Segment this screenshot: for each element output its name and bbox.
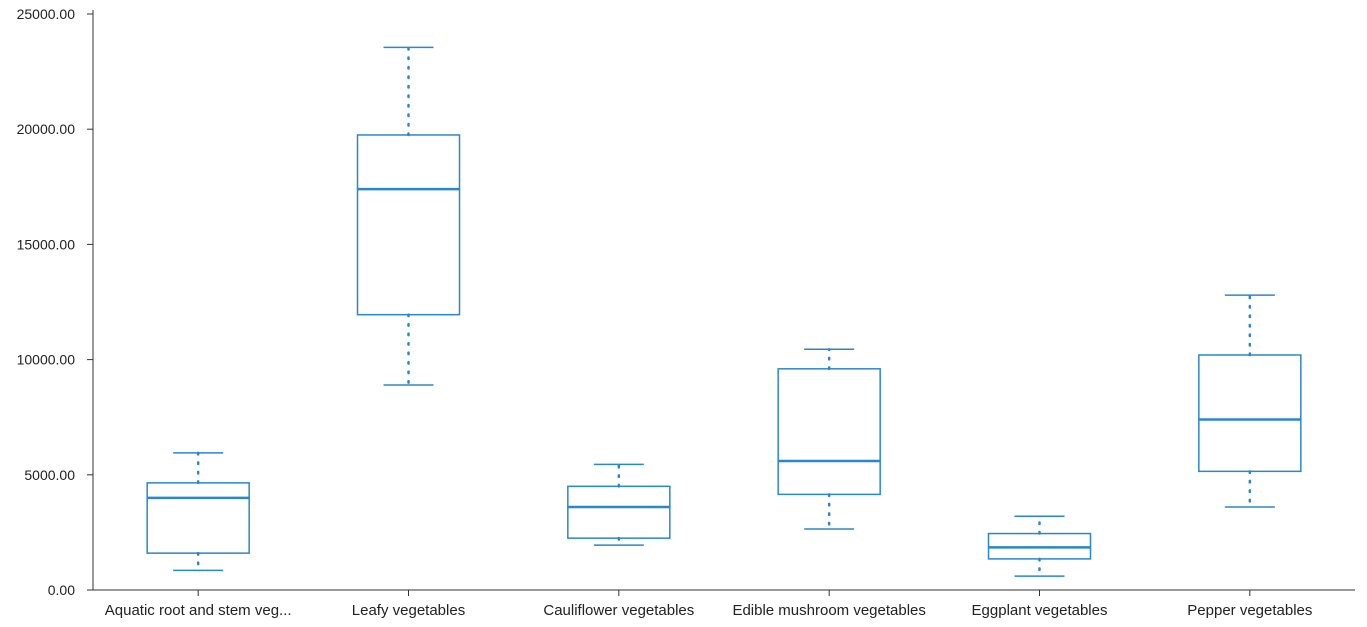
x-category-label: Cauliflower vegetables xyxy=(543,602,694,619)
x-axis: Aquatic root and stem veg... Leafy vegeta… xyxy=(93,589,1355,619)
iqr-box xyxy=(777,368,881,496)
x-category-label: Aquatic root and stem veg... xyxy=(105,602,292,619)
box-group xyxy=(987,515,1092,578)
iqr-box xyxy=(146,482,250,554)
y-tick-label: 15000.00 xyxy=(17,236,76,252)
y-tick-label: 5000.00 xyxy=(24,467,75,483)
y-tick-label: 10000.00 xyxy=(17,352,76,368)
box-group xyxy=(567,463,671,547)
y-axis: 0.00 5000.00 10000.00 15000.00 20000.00 25000… xyxy=(17,6,94,598)
box-group xyxy=(356,46,461,387)
x-category-label: Pepper vegetables xyxy=(1187,602,1312,619)
x-category-label: Leafy vegetables xyxy=(352,602,465,619)
iqr-box xyxy=(356,134,461,316)
y-tick-label: 20000.00 xyxy=(17,121,76,137)
iqr-box xyxy=(1198,354,1302,473)
y-tick-label: 25000.00 xyxy=(17,6,76,22)
box-series xyxy=(146,46,1302,578)
box-group xyxy=(777,347,881,531)
x-category-label: Edible mushroom vegetables xyxy=(732,602,925,619)
y-tick-label: 0.00 xyxy=(48,582,75,598)
box-group xyxy=(1198,293,1302,509)
iqr-box xyxy=(567,485,671,539)
x-category-label: Eggplant vegetables xyxy=(972,602,1108,619)
box-group xyxy=(146,451,250,572)
